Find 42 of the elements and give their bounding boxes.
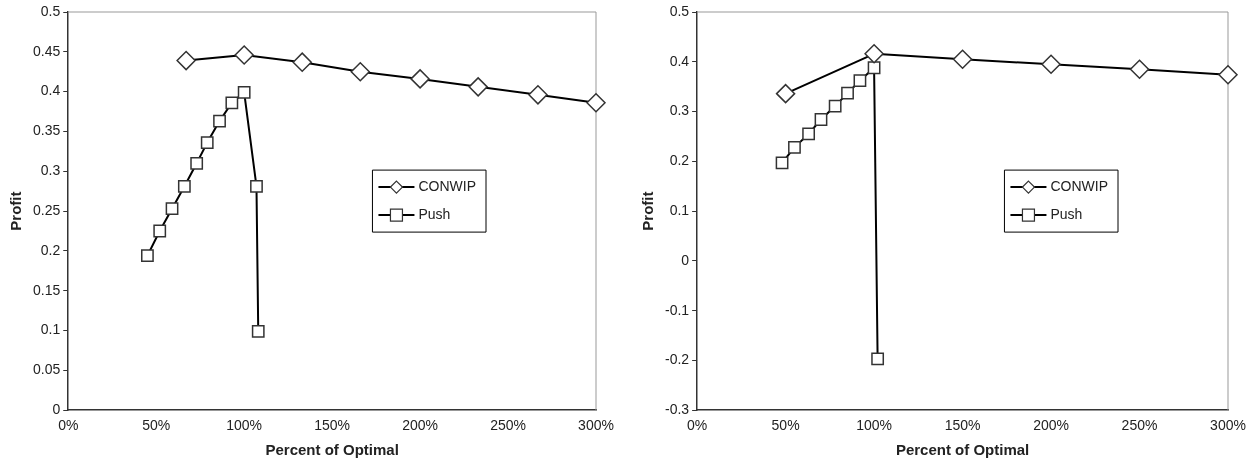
y-tick-label: 0.4 (40, 82, 61, 99)
y-tick-label: 0 (52, 401, 61, 418)
y-tick-label: 0.3 (669, 102, 690, 119)
y-tick-label: 0.15 (33, 281, 61, 298)
y-tick-label: 0.25 (33, 201, 61, 218)
x-tick-label: 300% (578, 417, 614, 434)
x-tick-label: 300% (1210, 417, 1246, 434)
x-tick-label: 250% (490, 417, 526, 434)
x-tick-label: 150% (314, 417, 351, 434)
x-tick-label: 150% (944, 417, 981, 434)
x-axis-title: Percent of Optimal (265, 441, 399, 459)
x-axis-title: Percent of Optimal (895, 441, 1030, 459)
x-tick-label: 200% (1033, 417, 1069, 434)
y-tick-label: 0.5 (669, 2, 690, 19)
y-tick-label: -0.2 (665, 351, 690, 368)
y-axis-title: Profit (7, 191, 25, 231)
legend-label: Push (418, 205, 451, 222)
y-tick-label: 0.05 (33, 361, 61, 378)
y-tick-label: 0.4 (669, 52, 690, 69)
x-tick-label: 50% (771, 417, 800, 434)
y-tick-label: 0 (681, 251, 690, 268)
y-tick-label: -0.1 (665, 301, 690, 318)
y-axis-title: Profit (639, 191, 657, 231)
y-tick-label: 0.2 (40, 241, 61, 258)
y-tick-label: 0.35 (33, 122, 61, 139)
y-tick-label: 0.1 (40, 321, 61, 338)
x-tick-label: 50% (142, 417, 171, 434)
legend-label: Push (1050, 205, 1083, 222)
y-tick-label: -0.3 (665, 401, 690, 418)
x-tick-label: 200% (402, 417, 438, 434)
x-tick-label: 0% (58, 417, 79, 434)
y-tick-label: 0.1 (669, 201, 690, 218)
x-tick-label: 250% (1121, 417, 1158, 434)
y-tick-label: 0.45 (33, 42, 61, 59)
legend-label: CONWIP (1050, 177, 1109, 194)
y-tick-label: 0.3 (40, 162, 61, 179)
x-tick-label: 100% (856, 417, 892, 434)
y-tick-label: 0.2 (669, 152, 690, 169)
x-tick-label: 100% (226, 417, 263, 434)
y-tick-label: 0.5 (40, 2, 61, 19)
legend-label: CONWIP (418, 177, 477, 194)
x-tick-label: 0% (687, 417, 708, 434)
